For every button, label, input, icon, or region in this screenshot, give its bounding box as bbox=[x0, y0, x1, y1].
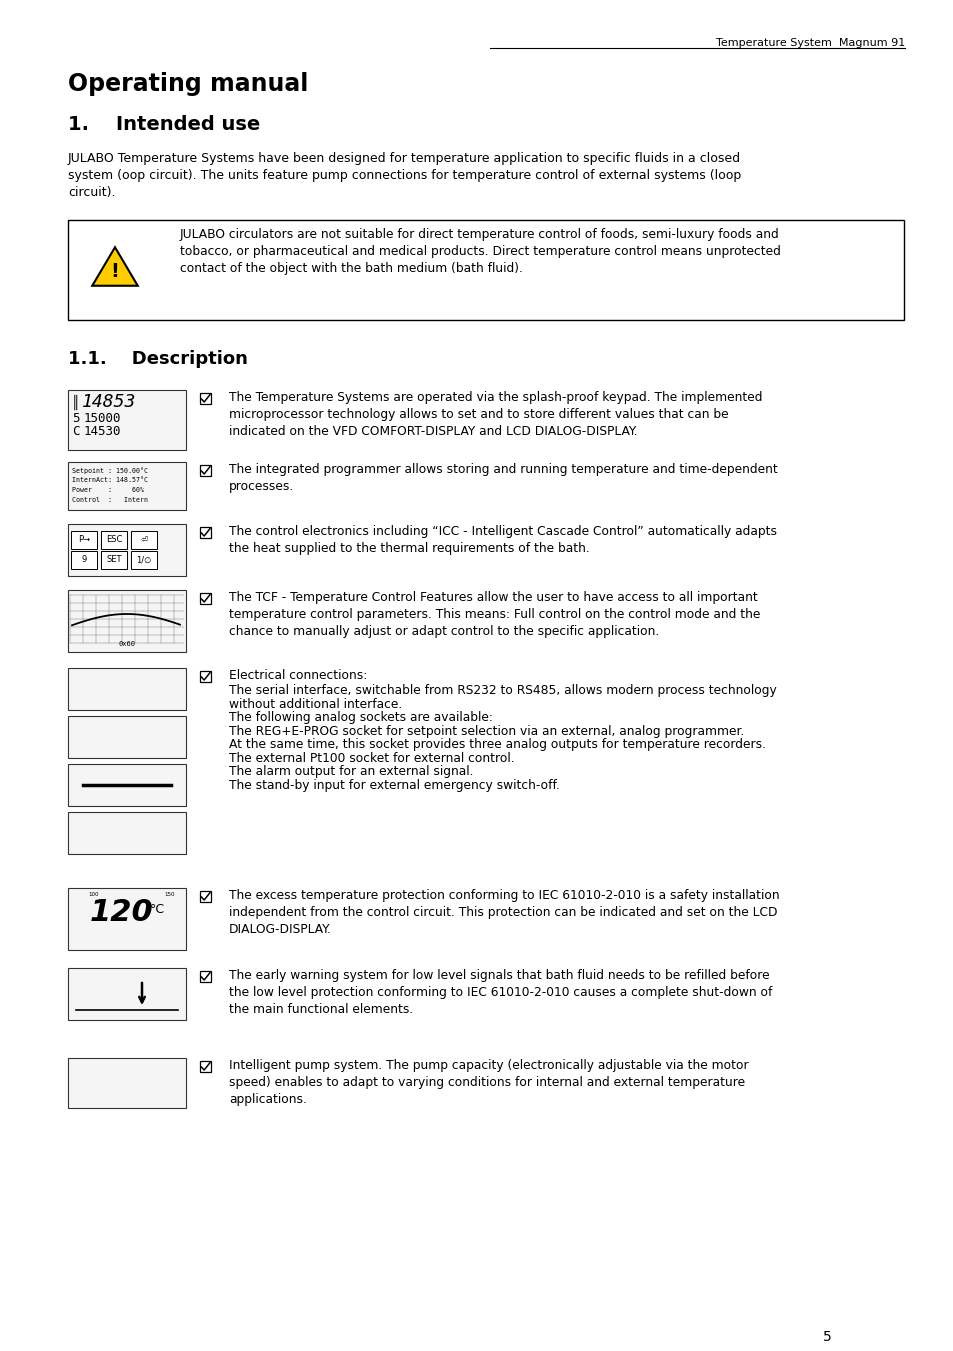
Text: !: ! bbox=[111, 262, 119, 281]
FancyBboxPatch shape bbox=[200, 593, 211, 604]
FancyBboxPatch shape bbox=[101, 531, 127, 549]
FancyBboxPatch shape bbox=[200, 971, 211, 982]
Text: The integrated programmer allows storing and running temperature and time-depend: The integrated programmer allows storing… bbox=[229, 463, 777, 493]
FancyBboxPatch shape bbox=[71, 551, 97, 569]
Text: Setpoint : 150.00°C: Setpoint : 150.00°C bbox=[71, 467, 148, 474]
FancyBboxPatch shape bbox=[68, 667, 186, 711]
Text: Control  :   Intern: Control : Intern bbox=[71, 497, 148, 503]
Text: ⏎: ⏎ bbox=[140, 535, 148, 544]
FancyBboxPatch shape bbox=[68, 524, 186, 576]
Text: 5: 5 bbox=[821, 1329, 830, 1344]
Text: JULABO Temperature Systems have been designed for temperature application to spe: JULABO Temperature Systems have been des… bbox=[68, 153, 740, 199]
Text: Operating manual: Operating manual bbox=[68, 72, 308, 96]
Text: 5: 5 bbox=[71, 412, 79, 426]
FancyBboxPatch shape bbox=[200, 465, 211, 476]
FancyBboxPatch shape bbox=[200, 1061, 211, 1071]
Text: The TCF - Temperature Control Features allow the user to have access to all impo: The TCF - Temperature Control Features a… bbox=[229, 590, 760, 638]
Text: without additional interface.: without additional interface. bbox=[229, 697, 402, 711]
Text: The stand-by input for external emergency switch-off.: The stand-by input for external emergenc… bbox=[229, 778, 559, 792]
Text: C: C bbox=[71, 426, 79, 438]
FancyBboxPatch shape bbox=[68, 1058, 186, 1108]
FancyBboxPatch shape bbox=[68, 462, 186, 509]
FancyBboxPatch shape bbox=[68, 812, 186, 854]
FancyBboxPatch shape bbox=[131, 531, 157, 549]
FancyBboxPatch shape bbox=[68, 765, 186, 807]
Text: 1.    Intended use: 1. Intended use bbox=[68, 115, 260, 134]
Text: 1.1.    Description: 1.1. Description bbox=[68, 350, 248, 367]
FancyBboxPatch shape bbox=[68, 888, 186, 950]
Text: The Temperature Systems are operated via the splash-proof keypad. The implemente: The Temperature Systems are operated via… bbox=[229, 390, 761, 438]
Text: ESC: ESC bbox=[106, 535, 122, 544]
Text: 9: 9 bbox=[81, 555, 87, 565]
FancyBboxPatch shape bbox=[200, 892, 211, 902]
Text: 0x60: 0x60 bbox=[118, 640, 135, 647]
Text: The excess temperature protection conforming to IEC 61010-2-010 is a safety inst: The excess temperature protection confor… bbox=[229, 889, 779, 936]
Text: 1/∅: 1/∅ bbox=[136, 555, 152, 565]
Text: At the same time, this socket provides three analog outputs for temperature reco: At the same time, this socket provides t… bbox=[229, 738, 765, 751]
Text: 100: 100 bbox=[88, 892, 98, 897]
Text: The alarm output for an external signal.: The alarm output for an external signal. bbox=[229, 765, 473, 778]
Text: The REG+E-PROG socket for setpoint selection via an external, analog programmer.: The REG+E-PROG socket for setpoint selec… bbox=[229, 724, 743, 738]
Text: InternAct: 148.57°C: InternAct: 148.57°C bbox=[71, 477, 148, 484]
FancyBboxPatch shape bbox=[68, 969, 186, 1020]
Text: The serial interface, switchable from RS232 to RS485, allows modern process tech: The serial interface, switchable from RS… bbox=[229, 684, 776, 697]
FancyBboxPatch shape bbox=[68, 716, 186, 758]
Text: JULABO circulators are not suitable for direct temperature control of foods, sem: JULABO circulators are not suitable for … bbox=[180, 228, 781, 276]
Text: SET: SET bbox=[106, 555, 122, 565]
Text: The following analog sockets are available:: The following analog sockets are availab… bbox=[229, 711, 493, 724]
Text: 120: 120 bbox=[90, 898, 153, 927]
Polygon shape bbox=[92, 247, 137, 286]
Text: ║: ║ bbox=[71, 394, 79, 411]
FancyBboxPatch shape bbox=[101, 551, 127, 569]
Text: Electrical connections:: Electrical connections: bbox=[229, 669, 367, 682]
FancyBboxPatch shape bbox=[131, 551, 157, 569]
FancyBboxPatch shape bbox=[68, 390, 186, 450]
Text: Power    :     60%: Power : 60% bbox=[71, 486, 144, 493]
Text: The early warning system for low level signals that bath fluid needs to be refil: The early warning system for low level s… bbox=[229, 969, 772, 1016]
FancyBboxPatch shape bbox=[200, 527, 211, 538]
FancyBboxPatch shape bbox=[200, 393, 211, 404]
Text: Temperature System  Magnum 91: Temperature System Magnum 91 bbox=[715, 38, 904, 49]
Text: P→: P→ bbox=[78, 535, 90, 544]
Text: The control electronics including “ICC - Intelligent Cascade Control” automatica: The control electronics including “ICC -… bbox=[229, 526, 776, 555]
Text: Intelligent pump system. The pump capacity (electronically adjustable via the mo: Intelligent pump system. The pump capaci… bbox=[229, 1059, 748, 1106]
FancyBboxPatch shape bbox=[68, 590, 186, 653]
FancyBboxPatch shape bbox=[200, 671, 211, 682]
Text: °C: °C bbox=[150, 902, 164, 916]
Text: 15000: 15000 bbox=[84, 412, 121, 426]
FancyBboxPatch shape bbox=[71, 531, 97, 549]
Text: The external Pt100 socket for external control.: The external Pt100 socket for external c… bbox=[229, 751, 514, 765]
Text: 150: 150 bbox=[164, 892, 174, 897]
Text: 14530: 14530 bbox=[84, 426, 121, 438]
Text: 14853: 14853 bbox=[82, 393, 136, 411]
FancyBboxPatch shape bbox=[68, 220, 903, 320]
